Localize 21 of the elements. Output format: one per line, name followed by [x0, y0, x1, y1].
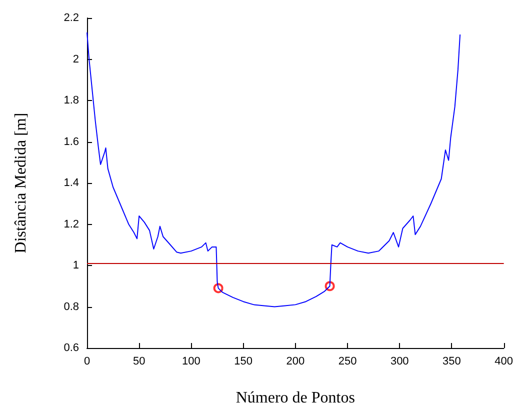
y-tick-label: 0.8	[64, 300, 79, 313]
x-tick-label: 100	[182, 356, 200, 368]
y-tick-label: 1.2	[64, 218, 79, 230]
x-tick-label: 300	[390, 356, 409, 368]
x-tick-label: 50	[132, 356, 146, 368]
y-tick-label: 1.6	[64, 136, 79, 148]
x-tick-label: 0	[84, 356, 90, 368]
y-tick-label: 1.8	[64, 94, 79, 106]
x-tick-label: 350	[442, 356, 461, 368]
y-tick-label: 1.4	[64, 177, 79, 189]
line-series	[86, 32, 461, 308]
y-tick-label: 1	[72, 260, 79, 272]
y-tick-label: 2.2	[64, 12, 79, 24]
y-tick-label: 0.6	[64, 342, 79, 354]
x-axis-title: Número de Pontos	[236, 390, 355, 406]
x-tick-label: 250	[338, 356, 357, 368]
x-tick-label: 200	[286, 356, 305, 368]
x-tick-label: 400	[494, 356, 514, 368]
y-tick-label: 2	[72, 53, 79, 66]
y-axis-title: Distância Medida [m]	[12, 112, 30, 254]
x-tick-label: 150	[234, 356, 252, 368]
